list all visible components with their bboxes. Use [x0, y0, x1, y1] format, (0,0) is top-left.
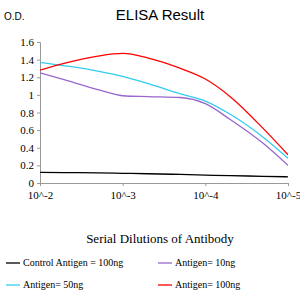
y-axis-title: O.D.: [4, 11, 25, 22]
y-tick-label: 1: [29, 89, 35, 101]
y-tick-mark: [37, 77, 40, 78]
x-tick: 10^-5: [276, 183, 300, 201]
x-tick: 10^-4: [193, 183, 219, 201]
y-tick-label: 0.4: [20, 142, 34, 154]
y-tick-mark: [37, 183, 40, 184]
y-tick-mark: [37, 130, 40, 131]
series-line: [40, 73, 288, 166]
legend-item: Antigen= 10ng: [158, 257, 235, 268]
chart: 10^-2 10^-3 10^-4 10^-5 0 0.2 0.4 0.6 0.8 1 1.2 1.4…: [0, 0, 300, 300]
x-tick-label: 10^-3: [111, 189, 137, 201]
legend-label: Control Antigen = 100ng: [23, 257, 123, 268]
series-line: [40, 62, 288, 158]
x-tick-mark: [288, 183, 289, 186]
y-tick-label: 0: [29, 177, 35, 189]
x-axis: 10^-2 10^-3 10^-4 10^-5: [28, 183, 300, 201]
y-tick: 0.2: [20, 159, 40, 171]
y-tick-mark: [37, 42, 40, 43]
x-tick-mark: [205, 183, 206, 186]
y-tick: 0: [29, 177, 41, 189]
y-tick: 1.4: [20, 54, 40, 66]
y-tick: 1.2: [20, 71, 40, 83]
x-tick-mark: [123, 183, 124, 186]
x-axis-title: Serial Dilutions of Antibody: [86, 231, 234, 246]
legend-swatch: [6, 284, 20, 285]
x-tick-label: 10^-2: [28, 189, 53, 201]
y-tick-label: 0.8: [20, 107, 34, 119]
x-tick: 10^-3: [111, 183, 137, 201]
y-tick-mark: [37, 148, 40, 149]
y-tick: 1: [29, 89, 41, 101]
series-line: [40, 172, 288, 176]
legend-swatch: [158, 262, 172, 263]
y-tick: 0.4: [20, 142, 40, 154]
y-axis: 0 0.2 0.4 0.6 0.8 1 1.2 1.4 1.6: [20, 36, 40, 189]
y-tick-mark: [37, 60, 40, 61]
x-tick-label: 10^-5: [276, 189, 300, 201]
y-tick-label: 0.6: [20, 124, 34, 136]
y-tick-label: 1.2: [20, 71, 34, 83]
y-tick-label: 1.4: [20, 54, 34, 66]
legend-label: Antigen= 100ng: [175, 279, 240, 290]
title: ELISA Result: [116, 6, 205, 23]
y-tick: 1.6: [20, 36, 40, 48]
plot-area: 10^-2 10^-3 10^-4 10^-5 0 0.2 0.4 0.6 0.8 1 1.2 1.4…: [20, 36, 300, 201]
legend-item: Antigen= 50ng: [6, 279, 83, 290]
y-tick-mark: [37, 165, 40, 166]
series-group: [40, 53, 288, 176]
y-tick: 0.8: [20, 107, 40, 119]
legend-item: Control Antigen = 100ng: [6, 257, 123, 268]
y-tick-mark: [37, 113, 40, 114]
legend-label: Antigen= 10ng: [175, 257, 235, 268]
y-tick-label: 0.2: [20, 159, 34, 171]
series-line: [40, 53, 288, 154]
y-tick: 0.6: [20, 124, 40, 136]
y-tick-mark: [37, 95, 40, 96]
legend-swatch: [6, 262, 20, 263]
x-axis-line: [41, 184, 289, 187]
y-tick-label: 1.6: [20, 36, 34, 48]
x-tick-label: 10^-4: [193, 189, 219, 201]
y-axis-line: [37, 43, 41, 184]
legend: Control Antigen = 100ng Antigen= 10ng Anti…: [6, 257, 240, 290]
legend-label: Antigen= 50ng: [23, 279, 83, 290]
legend-swatch: [158, 284, 172, 285]
legend-item: Antigen= 100ng: [158, 279, 240, 290]
